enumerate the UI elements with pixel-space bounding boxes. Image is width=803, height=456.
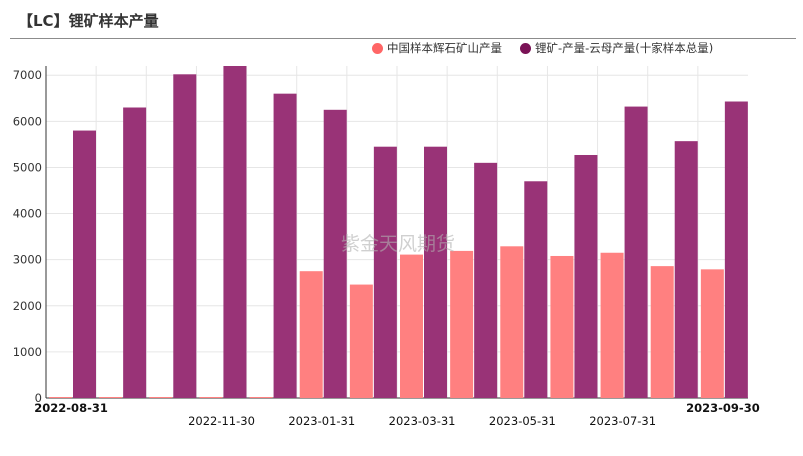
bar-series-2 — [323, 109, 347, 399]
bar-series-2 — [373, 146, 397, 398]
bar-series-1 — [700, 269, 724, 398]
x-tick-label: 2023-09-30 — [686, 401, 760, 415]
y-tick-label: 4000 — [13, 207, 42, 221]
bar-series-1 — [249, 397, 273, 398]
chart-title: 【LC】锂矿样本产量 — [18, 12, 159, 30]
y-tick-label: 5000 — [13, 160, 42, 174]
y-tick-label: 1000 — [13, 345, 42, 359]
legend-label-series-2: 锂矿-产量-云母产量(十家样本总量) — [535, 41, 714, 55]
x-tick-label: 2022-08-31 — [34, 401, 108, 415]
y-tick-label: 3000 — [13, 253, 42, 267]
bar-series-2 — [674, 141, 698, 398]
legend-item-series-2[interactable]: 锂矿-产量-云母产量(十家样本总量) — [520, 40, 713, 56]
legend-item-series-1[interactable]: 中国样本辉石矿山产量 — [372, 40, 502, 56]
bar-series-2 — [123, 107, 147, 398]
bar-series-2 — [424, 146, 447, 398]
y-tick-label: 6000 — [13, 114, 42, 128]
x-tick-label: 2023-01-31 — [288, 414, 355, 428]
bar-series-1 — [600, 252, 624, 398]
x-tick-label: 2023-05-31 — [489, 414, 556, 428]
bar-series-2 — [223, 66, 247, 398]
bar-series-1 — [49, 397, 72, 398]
bar-series-1 — [650, 266, 674, 398]
bar-series-1 — [450, 250, 474, 398]
bar-series-1 — [400, 254, 423, 398]
bar-series-1 — [349, 284, 373, 398]
y-tick-label: 7000 — [13, 68, 42, 82]
legend-label-series-1: 中国样本辉石矿山产量 — [387, 41, 502, 55]
x-tick-label: 2022-11-30 — [188, 414, 255, 428]
legend-swatch-series-2 — [520, 42, 531, 54]
y-tick-label: 2000 — [13, 299, 42, 313]
legend-swatch-series-1 — [372, 42, 383, 54]
bar-series-2 — [474, 162, 498, 398]
bar-series-1 — [99, 397, 123, 398]
y-tick-label: 0 — [35, 391, 42, 405]
bar-series-2 — [273, 93, 297, 399]
watermark: 紫金天风期货 — [341, 233, 455, 255]
bar-series-2 — [173, 74, 197, 399]
bar-series-1 — [199, 397, 223, 398]
bar-series-2 — [724, 101, 748, 398]
bar-series-2 — [73, 130, 96, 399]
bar-series-1 — [500, 246, 524, 398]
bar-series-1 — [149, 397, 173, 398]
bar-series-2 — [524, 181, 548, 398]
x-tick-label: 2023-03-31 — [389, 414, 456, 428]
title-divider — [10, 38, 796, 39]
bar-series-2 — [574, 154, 598, 398]
x-tick-label: 2023-07-31 — [589, 414, 656, 428]
bar-series-1 — [299, 271, 323, 398]
chart-legend: 中国样本辉石矿山产量 锂矿-产量-云母产量(十家样本总量) — [372, 39, 713, 57]
bar-series-2 — [624, 106, 648, 399]
bar-series-1 — [550, 255, 574, 398]
